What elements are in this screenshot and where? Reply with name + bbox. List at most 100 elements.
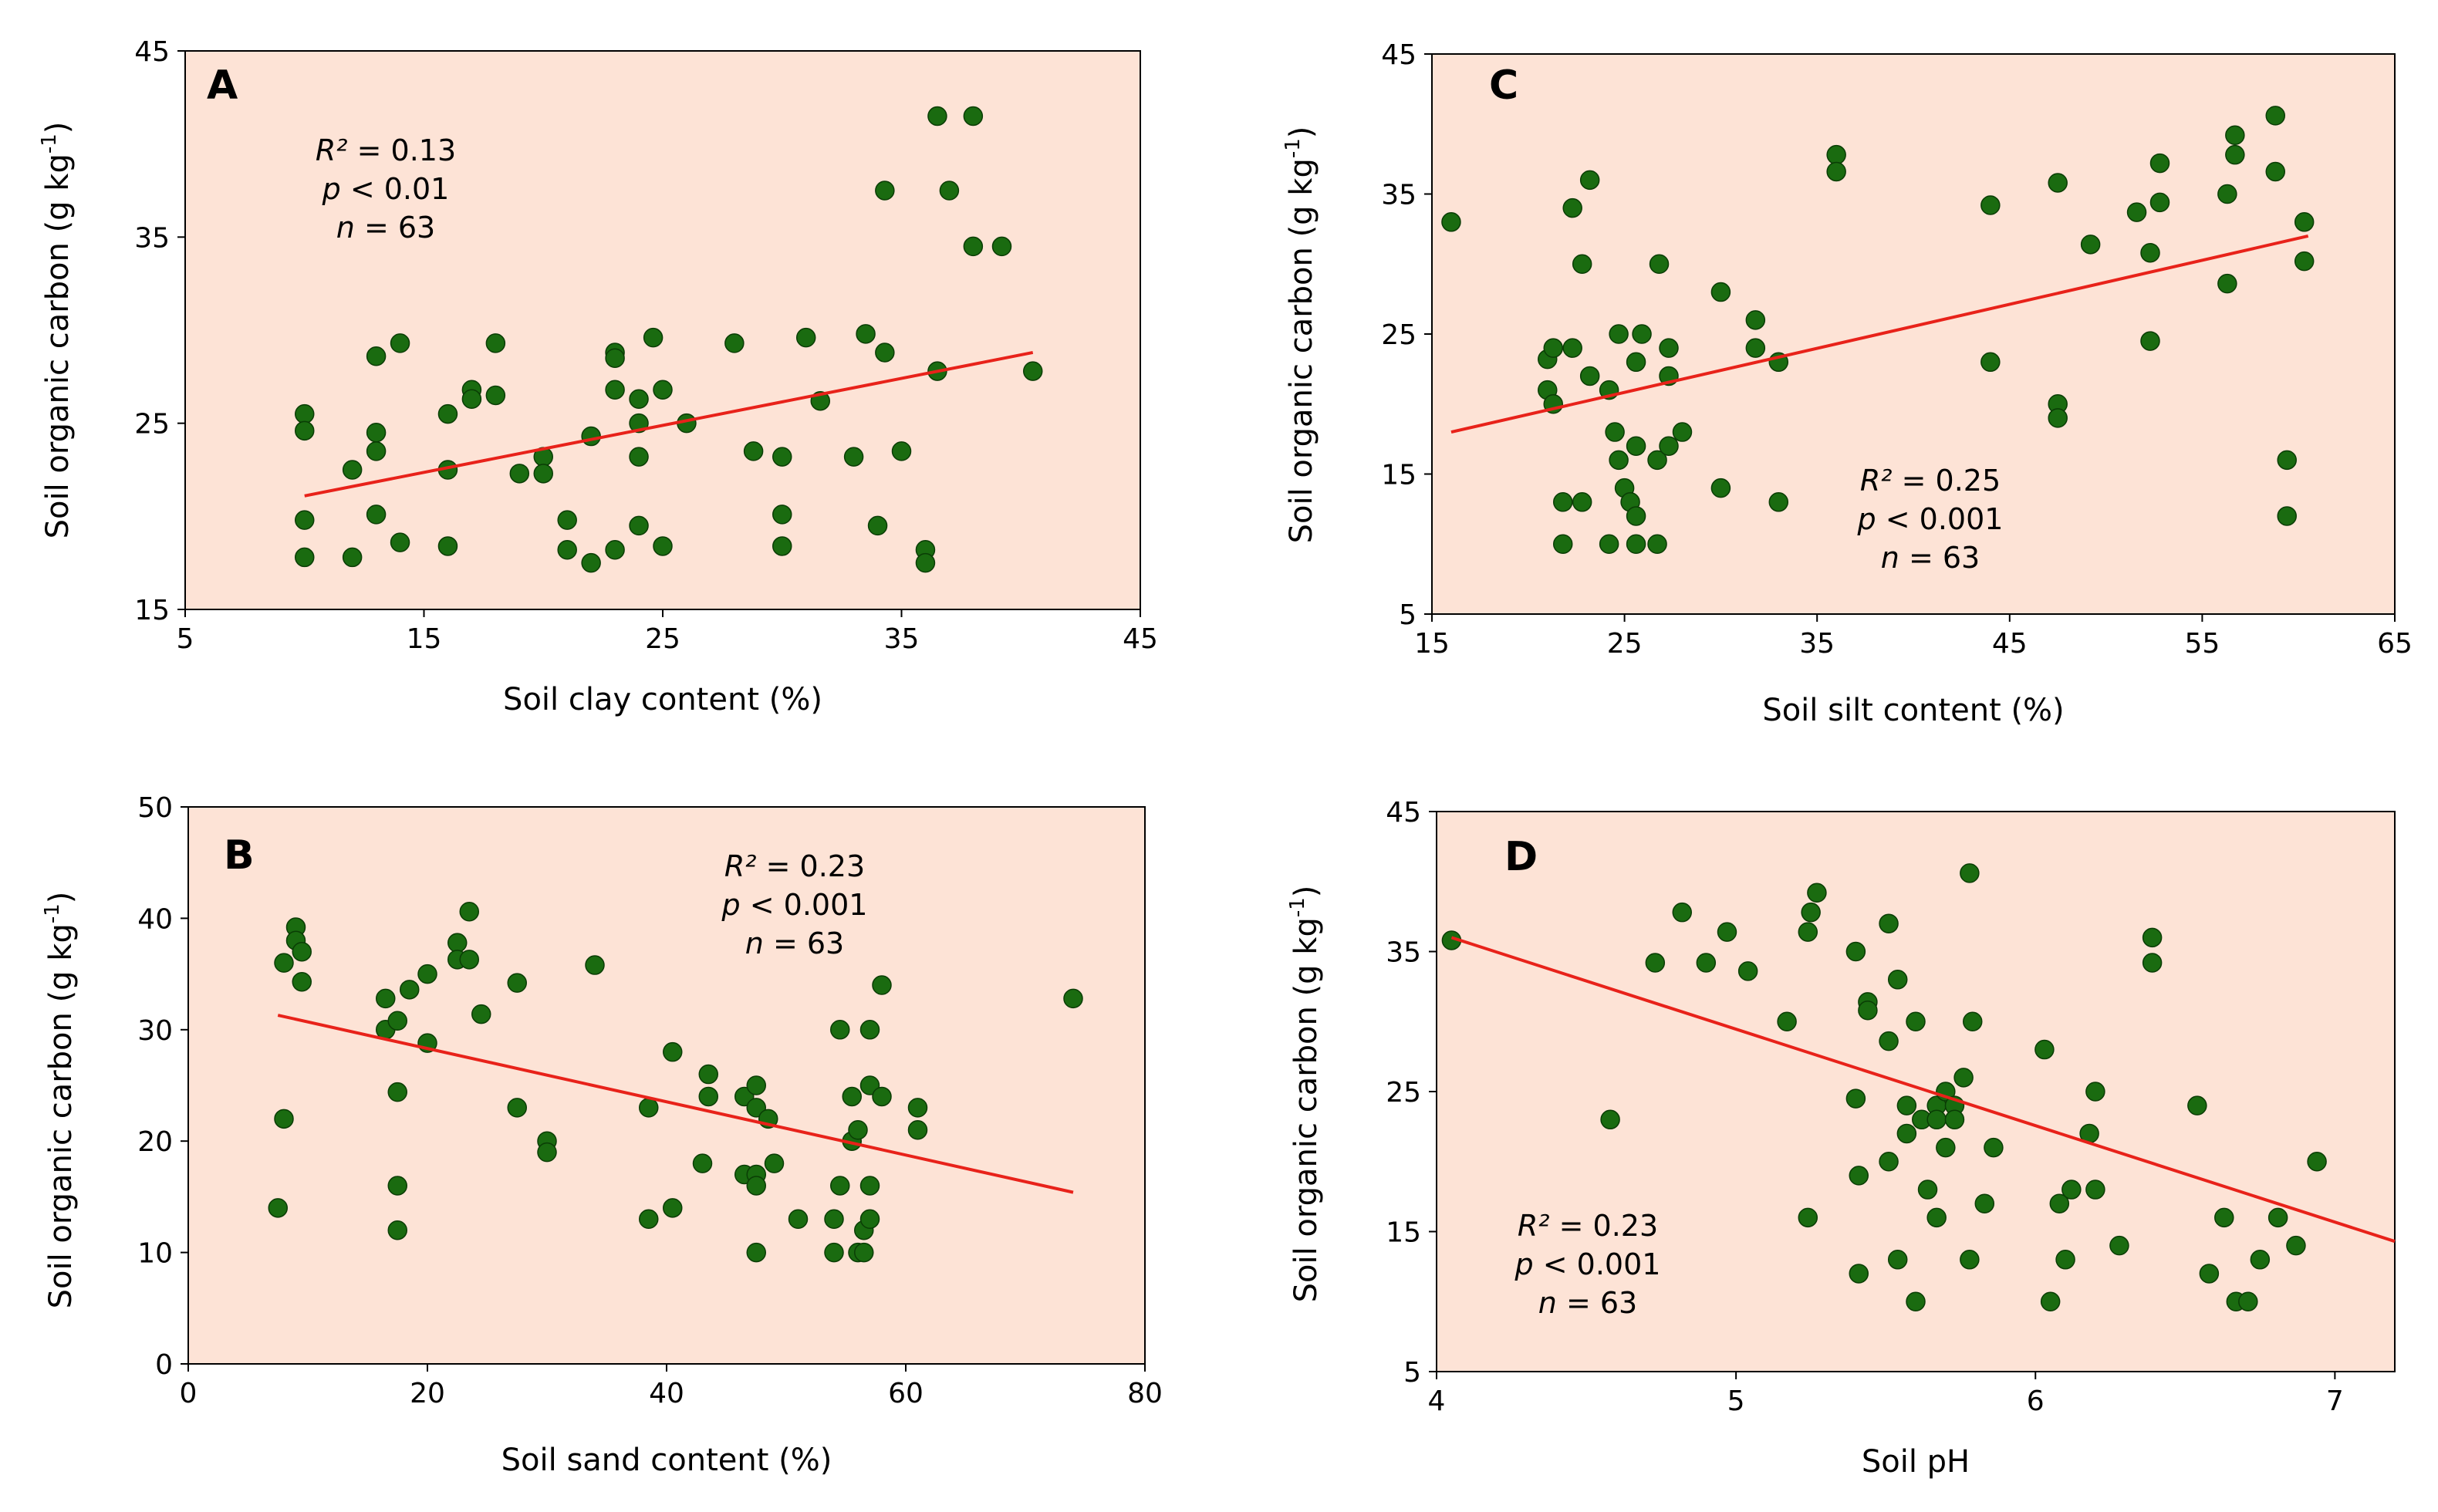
panel-b-data-point: [387, 1082, 407, 1102]
panel-d-data-point: [1879, 1031, 1899, 1051]
panel-b-data-point: [746, 1176, 766, 1196]
panel-a-data-point: [939, 181, 960, 201]
panel-c-p-value: p < 0.001: [1857, 502, 2004, 536]
panel-d-x-tick-label: 7: [2326, 1385, 2344, 1417]
panel-d-r2-value: = 0.23: [1550, 1209, 1659, 1243]
panel-b-data-point: [698, 1086, 718, 1107]
panel-d-data-point: [1845, 1088, 1866, 1109]
panel-b-data-point: [692, 1153, 713, 1173]
panel-c-data-point: [1552, 492, 1573, 512]
panel-b-data-point: [764, 1153, 785, 1173]
panel-d-data-point: [2040, 1291, 2061, 1311]
panel-d-y-axis-title: Soil organic carbon (g kg-1): [1286, 886, 1324, 1303]
panel-b-n: n = 63: [745, 926, 844, 960]
panel-c-r2-symbol: R²: [1860, 464, 1893, 498]
panel-b-x-tick-label: 80: [1127, 1378, 1163, 1409]
panel-d-data-point: [1696, 953, 1717, 973]
panel-c-data-point: [1562, 338, 1582, 358]
panel-a-data-point: [843, 447, 864, 467]
panel-c-x-tick-label: 35: [1799, 628, 1835, 660]
panel-c-data-point: [1826, 161, 1846, 182]
panel-c-data-point: [1605, 422, 1625, 442]
panel-b-data-point: [639, 1209, 659, 1230]
panel-a-data-point: [643, 327, 664, 348]
panel-b-data-point: [907, 1120, 928, 1140]
panel-d-data-point: [2061, 1180, 2082, 1200]
panel-d-data-point: [1960, 863, 1980, 883]
panel-a-p-symbol: p: [322, 172, 341, 206]
panel-d-x-tick-label: 5: [1727, 1385, 1745, 1417]
panel-d-data-point: [1953, 1068, 1974, 1088]
panel-d-data-point: [1737, 961, 1758, 981]
panel-d-data-point: [1896, 1095, 1917, 1115]
panel-a-data-point: [533, 464, 553, 484]
panel-d-y-axis-title-main: Soil organic carbon (g kg: [1288, 917, 1324, 1302]
panel-b-y-tick-label: 30: [137, 1015, 173, 1047]
panel-b-data-point: [854, 1242, 874, 1263]
panel-c-x-axis-title: Soil silt content (%): [1762, 693, 2064, 728]
panel-a-data-point: [295, 403, 315, 424]
panel-c-data-point: [2217, 273, 2237, 294]
panel-c-trendline: [1450, 235, 2309, 434]
panel-a-x-tick-label: 25: [645, 623, 680, 655]
panel-d-data-point: [1917, 1180, 1938, 1200]
panel-b: 0 20 40 60 80 0 10 20 30 40 50 B R² = 0.23 p < 0.0…: [41, 792, 1163, 1478]
panel-b-y-tick-label: 0: [155, 1349, 173, 1381]
panel-a-r2: R² = 0.13: [316, 133, 456, 167]
panel-d-data-point: [1926, 1109, 1947, 1130]
panel-a-data-point: [485, 385, 506, 406]
panel-a-data-point: [653, 536, 673, 556]
panel-b-n-value: = 63: [764, 926, 844, 960]
panel-a-data-point: [437, 403, 458, 424]
panel-a-y-axis-title-sup: -1: [38, 133, 61, 154]
panel-a-data-point: [581, 426, 601, 447]
panel-d-data-point: [1858, 1000, 1878, 1021]
panel-a-n-value: = 63: [355, 211, 435, 245]
panel-a-data-point: [437, 536, 458, 556]
panel-c-x-tick-label: 45: [1992, 628, 2028, 660]
panel-a-data-point: [390, 333, 410, 353]
panel-b-data-point: [376, 988, 396, 1009]
panel-d-data-point: [2286, 1235, 2306, 1256]
panel-d-p-value: p < 0.001: [1514, 1247, 1661, 1281]
panel-d-data-point: [1887, 970, 1908, 990]
panel-d-data-point: [1849, 1264, 1869, 1284]
panel-c-data-point: [1626, 534, 1646, 554]
panel-d-data-point: [2034, 1039, 2055, 1060]
panel-c-y-axis-title: Soil organic carbon (g kg-1): [1281, 127, 1319, 544]
panel-b-data-point: [1063, 988, 1083, 1009]
panel-b-data-point: [848, 1120, 868, 1140]
panel-a-y-axis-title: Soil organic carbon (g kg-1): [38, 122, 76, 539]
panel-c-p-symbol: p: [1857, 502, 1876, 536]
panel-d-data-point: [1600, 1109, 1620, 1130]
panel-c-data-point: [2294, 212, 2315, 232]
panel-b-data-point: [830, 1176, 850, 1196]
panel-b-y-axis-title-close: ): [43, 892, 79, 904]
panel-b-data-point: [447, 933, 468, 953]
panel-a-points: [295, 106, 1043, 573]
panel-b-data-point: [872, 975, 892, 995]
panel-b-data-point: [639, 1098, 659, 1118]
panel-a-data-point: [605, 348, 625, 368]
panel-c-data-point: [1745, 310, 1766, 330]
panel-b-plot-area: [187, 806, 1146, 1365]
panel-c-data-point: [2294, 251, 2315, 272]
panel-b-data-point: [459, 950, 479, 970]
panel-a-plot-area: [184, 50, 1141, 610]
panel-b-data-point: [537, 1142, 557, 1163]
panel-b-data-point: [292, 971, 312, 992]
panel-c-y-tick-label: 5: [1399, 599, 1417, 631]
panel-b-data-point: [274, 1109, 294, 1129]
panel-a-data-point: [390, 532, 410, 552]
panel-d-data-point: [2187, 1095, 2207, 1115]
panel-b-data-point: [292, 941, 312, 962]
panel-a-data-point: [772, 447, 792, 467]
panel-b-y-tick-label: 50: [137, 792, 173, 824]
panel-b-data-point: [698, 1064, 718, 1085]
panel-d-r2: R² = 0.23: [1518, 1209, 1658, 1243]
panel-a-p-value: p < 0.01: [322, 172, 450, 206]
panel-d-data-point: [1906, 1011, 1926, 1031]
panel-a-data-point: [342, 547, 363, 568]
